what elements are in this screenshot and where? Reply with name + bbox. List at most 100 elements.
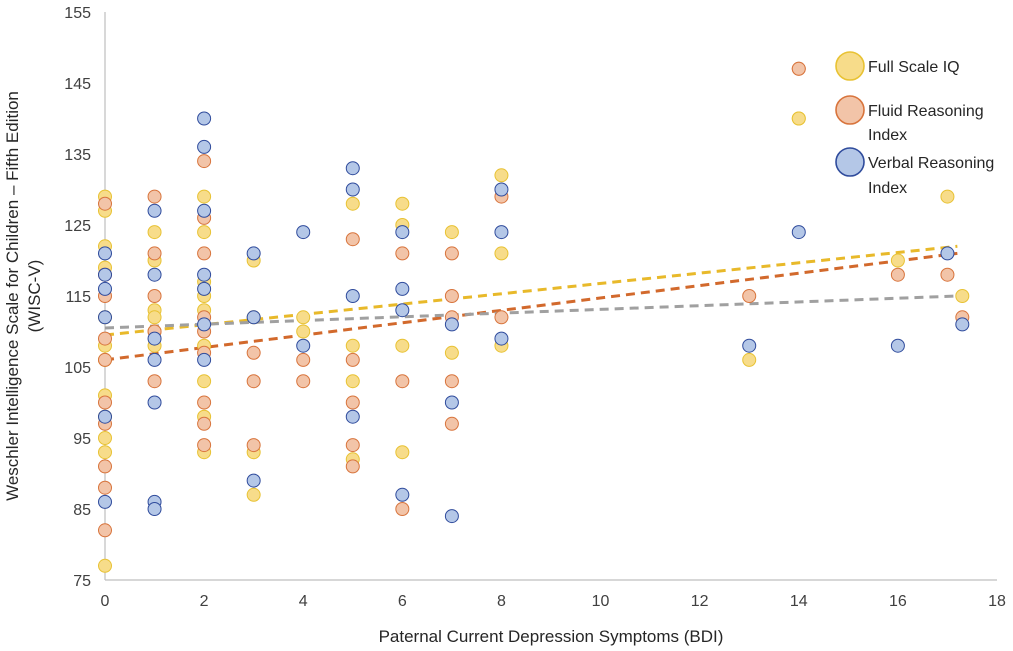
data-point — [147, 395, 162, 410]
data-point — [197, 225, 212, 240]
x-tick-label: 12 — [691, 593, 709, 610]
trendline-verbal-reasoning-index — [104, 294, 958, 330]
data-point — [246, 374, 261, 389]
x-tick-label: 16 — [889, 593, 907, 610]
data-point — [444, 374, 459, 389]
data-point — [98, 395, 112, 410]
data-point — [345, 409, 360, 424]
legend-marker — [835, 51, 865, 81]
data-point — [147, 289, 162, 303]
x-tick-label: 0 — [101, 593, 110, 610]
data-point — [147, 331, 162, 346]
data-point — [197, 246, 212, 261]
data-point — [246, 310, 261, 325]
y-axis-title: Weschler Intelligence Scale for Children… — [3, 91, 22, 501]
data-point — [246, 438, 261, 453]
data-point — [98, 409, 112, 424]
data-point — [246, 487, 261, 502]
series-fluid-reasoning-index — [98, 61, 970, 538]
data-point — [296, 225, 311, 240]
data-point — [98, 352, 112, 367]
data-point — [197, 352, 212, 367]
y-tick-label: 75 — [73, 573, 91, 590]
data-point — [98, 523, 112, 538]
data-point — [98, 331, 112, 346]
data-point — [147, 246, 162, 261]
data-point — [890, 338, 905, 353]
x-tick-label: 4 — [299, 593, 308, 610]
data-point — [494, 225, 509, 240]
data-point — [197, 267, 212, 282]
data-point — [197, 139, 212, 154]
x-tick-label: 18 — [988, 593, 1006, 610]
y-tick-label: 95 — [73, 431, 91, 448]
y-tick-label: 145 — [64, 76, 91, 93]
data-point — [147, 352, 162, 367]
legend-label: Verbal Reasoning — [868, 155, 994, 172]
data-point — [345, 374, 360, 389]
data-point — [444, 317, 459, 332]
y-axis-title: (WISC-V) — [25, 260, 44, 333]
data-point — [197, 438, 212, 453]
series-verbal-reasoning-index — [98, 111, 970, 524]
legend-label: Index — [868, 127, 907, 144]
data-point — [494, 246, 509, 261]
data-point — [147, 203, 162, 218]
data-point — [147, 189, 162, 204]
legend-label: Fluid Reasoning — [868, 103, 984, 120]
y-tick-label: 135 — [64, 147, 91, 164]
data-point — [345, 338, 360, 353]
data-point — [246, 246, 261, 261]
data-point — [98, 558, 112, 573]
data-point — [955, 317, 970, 332]
x-tick-label: 8 — [497, 593, 506, 610]
trendlines — [104, 244, 958, 362]
data-point — [345, 438, 360, 453]
data-point — [395, 445, 410, 460]
data-point — [296, 310, 311, 325]
x-tick-label: 14 — [790, 593, 808, 610]
data-point — [197, 203, 212, 218]
legend-marker — [835, 147, 865, 177]
data-point — [98, 310, 112, 325]
data-point — [98, 431, 112, 445]
data-point — [444, 395, 459, 410]
data-point — [296, 324, 311, 339]
data-point — [791, 225, 806, 240]
data-point — [98, 246, 112, 261]
data-point — [395, 338, 410, 353]
data-point — [494, 331, 509, 346]
y-tick-label: 105 — [64, 360, 91, 377]
data-point — [444, 345, 459, 360]
legend: Full Scale IQ Fluid Reasoning Index Verbal … — [835, 51, 994, 197]
data-point — [395, 246, 410, 261]
data-point — [197, 189, 212, 204]
axis-titles: Paternal Current Depression Symptoms (BD… — [3, 91, 723, 646]
data-point — [444, 225, 459, 240]
data-point — [345, 395, 360, 410]
data-point — [197, 395, 212, 410]
data-point — [98, 480, 112, 495]
data-point — [98, 445, 112, 460]
series-full-scale-iq — [98, 111, 970, 573]
data-point — [246, 473, 261, 488]
data-point — [742, 289, 757, 303]
data-point — [395, 502, 410, 516]
data-point — [345, 289, 360, 303]
trendline-fluid-reasoning-index — [104, 251, 958, 362]
data-point — [197, 281, 212, 296]
data-point — [444, 289, 459, 303]
x-tick-label: 10 — [592, 593, 610, 610]
data-point — [147, 310, 162, 325]
data-point — [940, 246, 955, 261]
data-point — [147, 502, 162, 516]
y-tick-label: 125 — [64, 218, 91, 235]
data-point — [494, 310, 509, 325]
data-point — [494, 182, 509, 197]
data-point — [345, 232, 360, 247]
trendline-full-scale-iq — [104, 244, 958, 337]
y-tick-label: 155 — [64, 5, 91, 22]
data-point — [246, 345, 261, 360]
data-point — [98, 459, 112, 474]
